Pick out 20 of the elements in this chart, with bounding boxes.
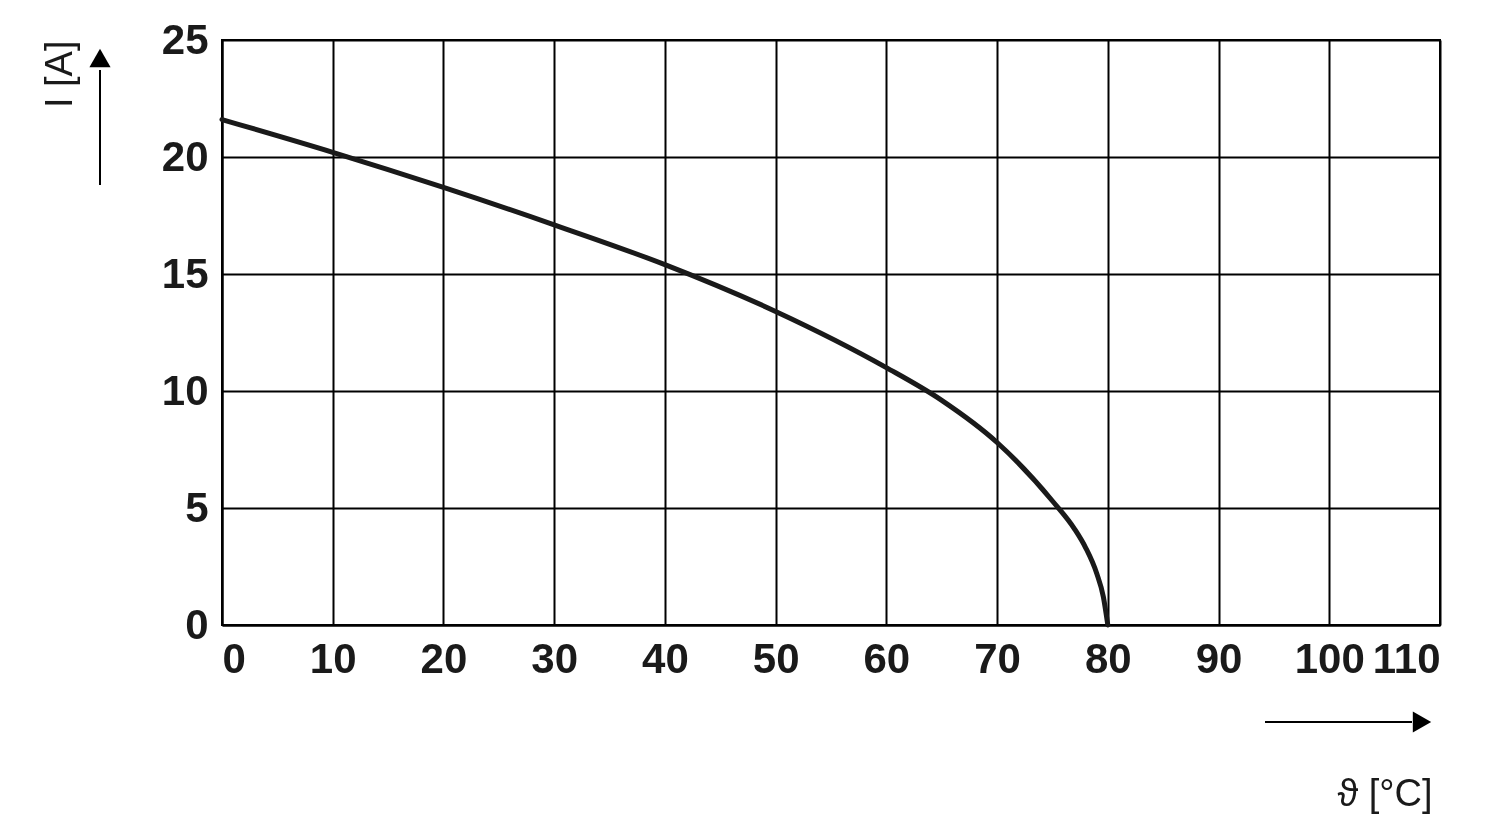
y-tick-label: 10 [161,366,209,414]
x-tick-label: 10 [309,634,357,682]
x-tick-label: 90 [1195,634,1243,682]
x-tick-label: 70 [974,634,1021,682]
x-tick-label: 40 [642,634,689,682]
y-tick-label: 15 [161,249,209,297]
x-axis-title: ϑ [°C] [1337,771,1433,814]
x-tick-label: 50 [752,634,800,682]
x-tick-label: 30 [531,634,579,682]
y-tick-label: 25 [161,15,209,63]
x-tick-label: 60 [863,634,911,682]
x-tick-label: 0 [222,634,246,682]
x-tick-label: 100 [1294,634,1365,682]
y-tick-label: 5 [185,483,209,531]
x-tick-label: 20 [420,634,468,682]
y-axis-title: I [A] [37,40,80,109]
y-tick-label: 0 [185,600,209,648]
x-tick-label: 80 [1084,634,1132,682]
x-tick-label: 110 [1372,634,1441,682]
y-tick-label: 20 [161,132,209,180]
